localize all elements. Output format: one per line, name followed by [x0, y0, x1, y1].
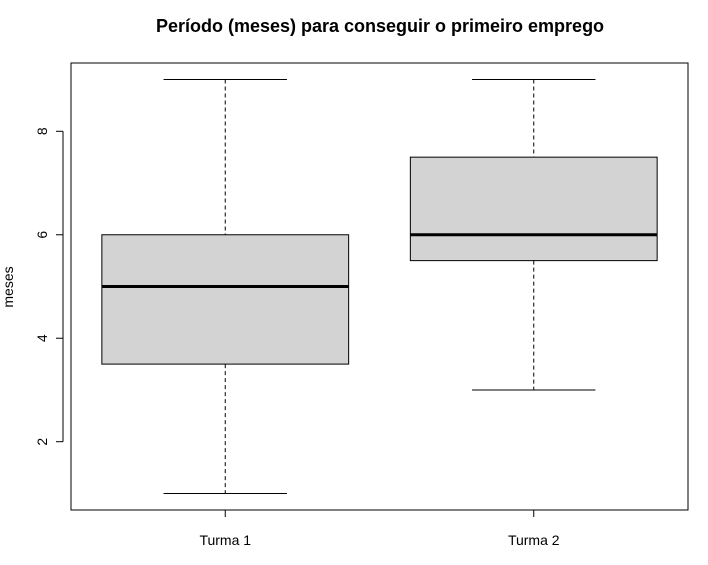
x-tick-label-turma-1: Turma 1 [199, 532, 251, 548]
y-tick-label-6: 6 [34, 231, 50, 239]
plot-frame [70, 62, 689, 511]
box-turma-2 [409, 156, 658, 262]
y-tick-label-2: 2 [34, 438, 50, 446]
chart-marks [101, 79, 658, 494]
chart-title: Período (meses) para conseguir o primeir… [156, 16, 604, 36]
chart-axes: Turma 1 Turma 2 2 4 6 8 [34, 127, 560, 548]
box-turma-1 [101, 234, 350, 365]
y-tick-label-4: 4 [34, 334, 50, 342]
y-axis-label: meses [0, 266, 16, 307]
x-tick-label-turma-2: Turma 2 [508, 532, 560, 548]
y-tick-label-8: 8 [34, 127, 50, 135]
